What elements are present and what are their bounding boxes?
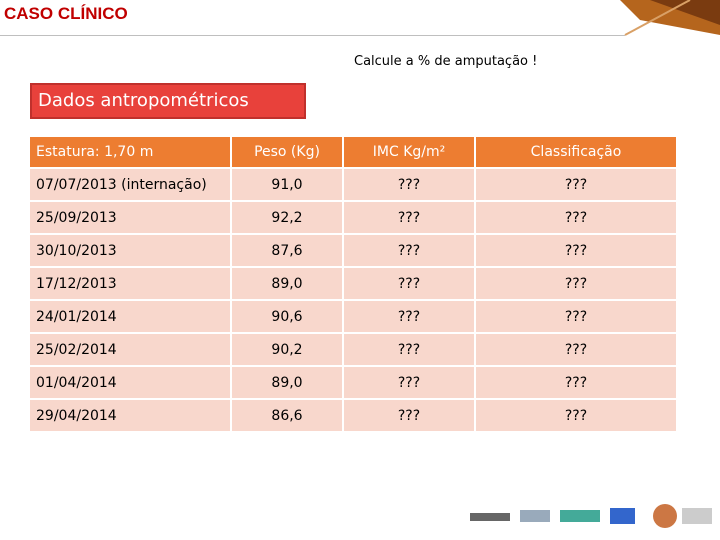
table-row: 25/09/2013 92,2??????: [30, 201, 678, 235]
table-row: 29/04/2014 86,6??????: [30, 399, 678, 433]
table-row: 24/01/2014 90,6??????: [30, 300, 678, 334]
table-cell: 89,0: [231, 366, 344, 400]
header-cell: Classificação: [475, 137, 678, 169]
header-row: Estatura: 1,70 m Peso (Kg) IMC Kg/m² Classi…: [30, 137, 678, 169]
header-cell: Peso (Kg): [231, 137, 344, 169]
table-cell: 07/07/2013 (internação): [30, 168, 232, 202]
table-cell: 91,0: [231, 168, 344, 202]
table-row: 25/02/2014 90,2??????: [30, 333, 678, 367]
table-cell: ???: [343, 234, 476, 268]
instruction: Calcule a % de amputação !: [354, 54, 538, 69]
logo: [610, 508, 635, 524]
section-label: Dados antropométricos: [30, 83, 306, 119]
table-cell: ???: [475, 168, 678, 202]
table-cell: 25/09/2013: [30, 201, 232, 235]
header-rule: [0, 35, 625, 36]
table-cell: ???: [475, 366, 678, 400]
decor-shape: [650, 0, 720, 25]
header-cell: IMC Kg/m²: [343, 137, 476, 169]
table-cell: ???: [475, 234, 678, 268]
logo: [520, 510, 550, 522]
table-cell: 86,6: [231, 399, 344, 433]
table-cell: 25/02/2014: [30, 333, 232, 367]
logo: [560, 510, 600, 522]
table-cell: 90,2: [231, 333, 344, 367]
logo: [653, 504, 677, 528]
header-cell: Estatura: 1,70 m: [30, 137, 232, 169]
slide-title: CASO CLÍNICO: [4, 4, 128, 23]
table-cell: 89,0: [231, 267, 344, 301]
decor-line: [624, 0, 691, 36]
table-row: 01/04/2014 89,0??????: [30, 366, 678, 400]
table-cell: ???: [343, 399, 476, 433]
table-cell: ???: [343, 333, 476, 367]
table-cell: ???: [475, 201, 678, 235]
table-cell: 90,6: [231, 300, 344, 334]
table-cell: ???: [343, 168, 476, 202]
table-row: 17/12/2013 89,0??????: [30, 267, 678, 301]
table-cell: 24/01/2014: [30, 300, 232, 334]
table-cell: 92,2: [231, 201, 344, 235]
table-cell: 30/10/2013: [30, 234, 232, 268]
table-cell: ???: [343, 300, 476, 334]
table-cell: 87,6: [231, 234, 344, 268]
table-cell: ???: [343, 201, 476, 235]
table-cell: ???: [343, 366, 476, 400]
table-cell: ???: [475, 267, 678, 301]
table-cell: ???: [475, 300, 678, 334]
logo: [470, 513, 510, 521]
table-cell: ???: [343, 267, 476, 301]
logo: [682, 508, 712, 524]
table-cell: ???: [475, 333, 678, 367]
table-cell: 01/04/2014: [30, 366, 232, 400]
footer-logos: [470, 504, 712, 528]
table-cell: 29/04/2014: [30, 399, 232, 433]
data-table: Estatura: 1,70 m Peso (Kg) IMC Kg/m² Classi…: [30, 137, 678, 433]
header-decoration: [620, 0, 720, 36]
table-row: 07/07/2013 (internação) 91,0??????: [30, 168, 678, 202]
table-row: 30/10/2013 87,6??????: [30, 234, 678, 268]
table-cell: ???: [475, 399, 678, 433]
table-cell: 17/12/2013: [30, 267, 232, 301]
